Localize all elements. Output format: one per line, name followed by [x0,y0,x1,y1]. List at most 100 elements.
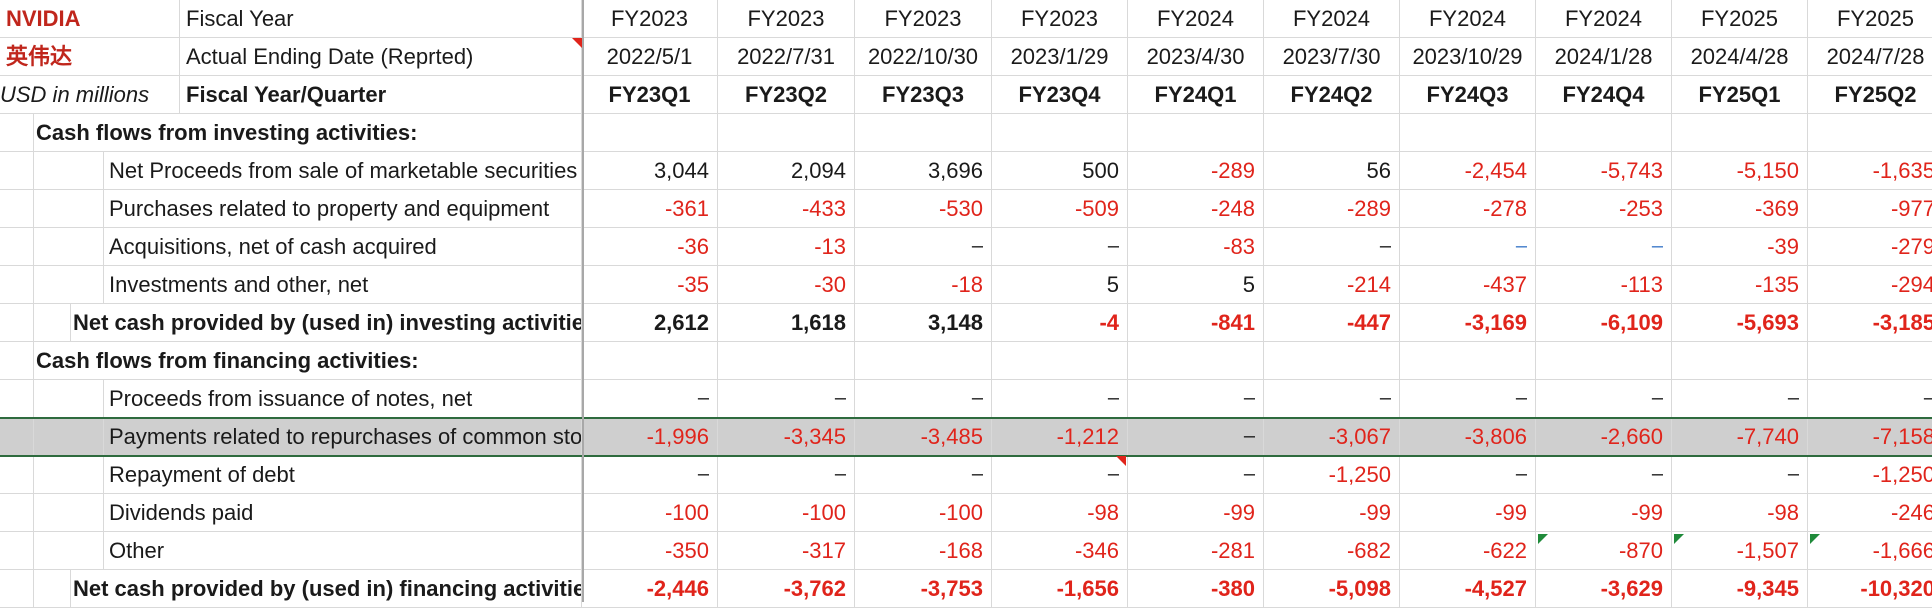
value-cell[interactable]: -977 [1808,190,1932,228]
value-cell[interactable]: 5 [992,266,1128,304]
value-cell[interactable] [1672,114,1808,152]
fiscal-year-cell[interactable]: FY2025 [1672,0,1808,38]
empty-cell[interactable] [0,228,34,266]
empty-cell[interactable] [34,570,71,608]
empty-cell[interactable] [34,266,104,304]
quarter-header-cell[interactable]: FY23Q1 [582,76,718,114]
empty-cell[interactable] [0,266,34,304]
quarter-header-cell[interactable]: FY24Q2 [1264,76,1400,114]
value-cell[interactable]: – [582,380,718,418]
empty-cell[interactable] [0,570,34,608]
value-cell[interactable]: -5,693 [1672,304,1808,342]
empty-cell[interactable] [0,380,34,418]
value-cell[interactable]: -2,446 [582,570,718,608]
fiscal-year-label[interactable]: Fiscal Year [180,0,582,38]
value-cell[interactable]: -289 [1128,152,1264,190]
empty-cell[interactable] [34,532,104,570]
value-cell[interactable] [1400,114,1536,152]
value-cell[interactable]: -3,169 [1400,304,1536,342]
value-cell[interactable]: -289 [1264,190,1400,228]
value-cell[interactable]: -682 [1264,532,1400,570]
row-label[interactable]: Payments related to repurchases of commo… [104,418,582,456]
value-cell[interactable]: – [992,380,1128,418]
value-cell[interactable]: -1,212 [992,418,1128,456]
empty-cell[interactable] [0,152,34,190]
end-date-cell[interactable]: 2022/7/31 [718,38,855,76]
fiscal-year-cell[interactable]: FY2024 [1264,0,1400,38]
row-label[interactable]: Net cash provided by (used in) investing… [71,304,582,342]
value-cell[interactable] [582,114,718,152]
value-cell[interactable]: 56 [1264,152,1400,190]
value-cell[interactable]: -7,158 [1808,418,1932,456]
value-cell[interactable]: -135 [1672,266,1808,304]
value-cell[interactable]: -3,067 [1264,418,1400,456]
empty-cell[interactable] [0,494,34,532]
value-cell[interactable]: -99 [1536,494,1672,532]
fiscal-year-cell[interactable]: FY2025 [1808,0,1932,38]
value-cell[interactable]: -5,743 [1536,152,1672,190]
value-cell[interactable] [1536,342,1672,380]
value-cell[interactable]: – [855,228,992,266]
value-cell[interactable]: -1,635 [1808,152,1932,190]
empty-cell[interactable] [0,418,34,456]
value-cell[interactable] [1400,342,1536,380]
value-cell[interactable]: -99 [1400,494,1536,532]
value-cell[interactable]: -214 [1264,266,1400,304]
value-cell[interactable] [1264,114,1400,152]
value-cell[interactable]: -13 [718,228,855,266]
value-cell[interactable] [1128,342,1264,380]
value-cell[interactable]: – [582,456,718,494]
quarter-header-cell[interactable]: FY23Q4 [992,76,1128,114]
value-cell[interactable]: -98 [1672,494,1808,532]
value-cell[interactable]: -1,666 [1808,532,1932,570]
value-cell[interactable] [992,114,1128,152]
value-cell[interactable] [1808,114,1932,152]
empty-cell[interactable] [0,456,34,494]
value-cell[interactable]: 3,148 [855,304,992,342]
end-date-cell[interactable]: 2023/4/30 [1128,38,1264,76]
row-label[interactable]: Purchases related to property and equipm… [104,190,582,228]
empty-cell[interactable] [34,494,104,532]
value-cell[interactable]: – [718,380,855,418]
value-cell[interactable]: – [1672,456,1808,494]
value-cell[interactable]: – [1264,380,1400,418]
empty-cell[interactable] [34,152,104,190]
end-date-cell[interactable]: 2022/5/1 [582,38,718,76]
end-date-cell[interactable]: 2023/10/29 [1400,38,1536,76]
value-cell[interactable]: -1,250 [1264,456,1400,494]
value-cell[interactable]: -509 [992,190,1128,228]
value-cell[interactable]: -2,660 [1536,418,1672,456]
value-cell[interactable]: -3,345 [718,418,855,456]
value-cell[interactable]: -317 [718,532,855,570]
value-cell[interactable] [1264,342,1400,380]
quarter-header-cell[interactable]: FY24Q4 [1536,76,1672,114]
empty-cell[interactable] [104,0,180,38]
value-cell[interactable]: – [1672,380,1808,418]
value-cell[interactable]: – [1264,228,1400,266]
row-label[interactable]: Other [104,532,582,570]
value-cell[interactable]: -1,250 [1808,456,1932,494]
row-label[interactable]: Cash flows from investing activities: [34,114,582,152]
empty-cell[interactable] [0,114,34,152]
value-cell[interactable]: -4 [992,304,1128,342]
value-cell[interactable]: – [992,228,1128,266]
empty-cell[interactable] [34,190,104,228]
end-date-cell[interactable]: 2022/10/30 [855,38,992,76]
value-cell[interactable]: -99 [1264,494,1400,532]
empty-cell[interactable] [34,228,104,266]
value-cell[interactable]: -83 [1128,228,1264,266]
fiscal-year-cell[interactable]: FY2023 [992,0,1128,38]
value-cell[interactable]: -530 [855,190,992,228]
end-date-cell[interactable]: 2023/7/30 [1264,38,1400,76]
row-label[interactable]: Investments and other, net [104,266,582,304]
empty-cell[interactable] [34,304,71,342]
quarter-header-cell[interactable]: FY23Q2 [718,76,855,114]
value-cell[interactable]: -279 [1808,228,1932,266]
row-label[interactable]: Repayment of debt [104,456,582,494]
value-cell[interactable]: -100 [582,494,718,532]
value-cell[interactable]: – [1536,228,1672,266]
value-cell[interactable] [718,114,855,152]
value-cell[interactable]: -3,485 [855,418,992,456]
value-cell[interactable]: – [1808,380,1932,418]
